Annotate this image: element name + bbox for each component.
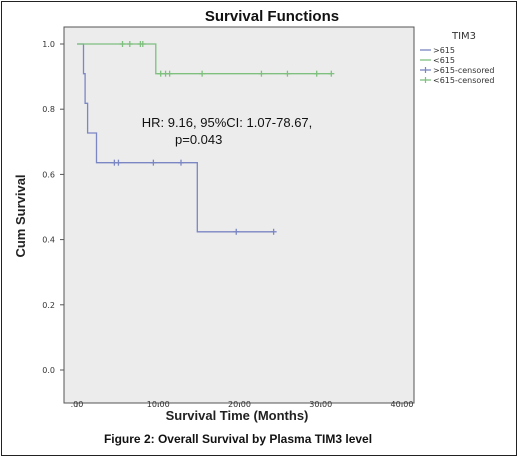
censor-mark bbox=[233, 228, 240, 235]
x-tick-label: 30.00 bbox=[309, 400, 332, 409]
censor-mark bbox=[126, 41, 133, 47]
annotation-line-1: HR: 9.16, 95%CI: 1.07-78.67, bbox=[142, 115, 313, 130]
censor-mark bbox=[258, 70, 265, 77]
censor-mark bbox=[270, 228, 277, 235]
legend-label: <615-censored bbox=[433, 76, 494, 85]
censor-mark bbox=[313, 70, 320, 77]
censor-mark bbox=[150, 159, 157, 166]
y-tick-label: 0.6 bbox=[42, 170, 55, 179]
legend-item: >615-censored bbox=[420, 66, 494, 75]
censor-mark bbox=[284, 70, 291, 77]
chart-title: Survival Functions bbox=[205, 8, 339, 25]
series-layer bbox=[77, 41, 335, 235]
series-line-0 bbox=[77, 43, 274, 233]
x-axis-label: Survival Time (Months) bbox=[166, 408, 309, 423]
censor-mark bbox=[328, 70, 335, 77]
y-axis: 0.0 0.2 0.4 0.6 0.8 1.0 bbox=[42, 40, 64, 375]
censor-mark bbox=[166, 70, 173, 77]
legend-item: >615 bbox=[420, 46, 455, 55]
censor-mark bbox=[139, 41, 146, 47]
legend: TIM3 >615<615>615-censored<615-censored bbox=[420, 31, 494, 85]
legend-title: TIM3 bbox=[451, 31, 476, 42]
x-tick-label: .00 bbox=[71, 400, 84, 409]
legend-item: <615-censored bbox=[420, 76, 494, 85]
series-line-1 bbox=[77, 43, 332, 75]
x-axis: .00 10.00 20.00 30.00 40.00 bbox=[71, 400, 414, 409]
legend-label: <615 bbox=[433, 56, 455, 65]
legend-label: >615 bbox=[433, 46, 455, 55]
censor-mark bbox=[199, 70, 206, 77]
y-axis-label: Cum Survival bbox=[13, 174, 28, 257]
figure-caption: Figure 2: Overall Survival by Plasma TIM… bbox=[104, 432, 372, 446]
x-tick-label: 10.00 bbox=[147, 400, 170, 409]
censor-mark bbox=[115, 159, 122, 166]
censor-mark bbox=[119, 41, 126, 47]
censor-mark bbox=[178, 159, 184, 166]
annotation-line-2: p=0.043 bbox=[175, 132, 222, 147]
x-tick-label: 20.00 bbox=[228, 400, 251, 409]
x-tick-label: 40.00 bbox=[391, 400, 414, 409]
y-tick-label: 0.2 bbox=[42, 301, 55, 310]
plot-area bbox=[63, 26, 415, 404]
y-tick-label: 1.0 bbox=[42, 40, 55, 49]
legend-item: <615 bbox=[420, 56, 455, 65]
y-tick-label: 0.0 bbox=[42, 366, 55, 375]
y-tick-label: 0.4 bbox=[42, 236, 55, 245]
legend-label: >615-censored bbox=[433, 66, 494, 75]
y-tick-label: 0.8 bbox=[42, 105, 55, 114]
